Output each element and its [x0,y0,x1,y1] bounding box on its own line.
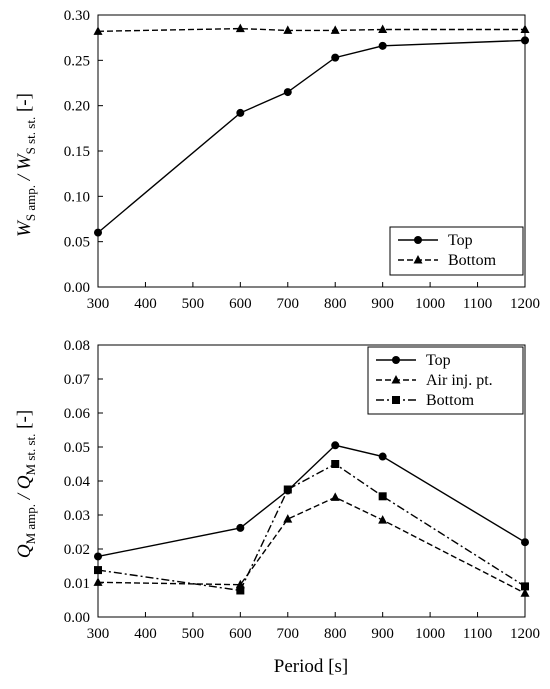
x-tick-label: 1200 [510,296,540,312]
x-tick-label: 500 [182,626,205,642]
legend-marker [391,375,401,384]
series-line [97,444,526,558]
legend-bottom: Top Air inj. pt. Bottom [367,346,524,415]
x-tick-label: 1000 [415,296,445,312]
legend-top: Top Bottom [389,226,524,276]
x-tick-label: 400 [134,626,157,642]
x-tick-label: 500 [182,296,205,312]
legend-label: Bottom [448,252,497,269]
data-point [521,36,529,45]
series-line [97,463,526,592]
x-tick-label: 300 [87,296,110,312]
y-tick-label: 0.03 [64,508,90,524]
chart-bottom-panel: 0.00 0.01 0.02 0.03 0.04 0.05 0.06 0.07 0.08 300… [14,338,540,677]
y-tick-label: 0.20 [64,99,90,115]
series-top [94,36,529,237]
x-tick-label: 1000 [415,626,445,642]
series-bottom [94,460,529,595]
data-point [283,514,293,523]
series-top [94,441,529,561]
series-bottom [93,441,530,597]
axes-top [97,14,526,288]
y-tick-label: 0.00 [64,610,90,626]
x-tick-label: 900 [371,626,394,642]
data-point [94,566,102,575]
legend-label: Bottom [426,392,475,409]
y-tick-label: 0.05 [64,440,90,456]
y-tick-label: 0.10 [64,189,90,205]
y-tick-labels-top: 0.00 0.05 0.10 0.15 0.20 0.25 0.30 [64,8,90,296]
legend-label: Air inj. pt. [426,372,493,389]
y-tick-label: 0.15 [64,144,90,160]
data-point [331,460,340,468]
data-point [378,492,387,501]
x-tick-label: 800 [324,626,347,642]
data-point [236,586,245,595]
data-point [521,582,529,591]
x-tick-label: 800 [324,296,347,312]
chart-top-panel: 0.00 0.05 0.10 0.15 0.20 0.25 0.30 300 400 500 60… [14,8,540,312]
x-tick-labels-bottom: 300 400 500 600 700 800 900 1000 1100 1200 [87,626,540,642]
y-axis-label-top: WS amp. / WS st. st. [-] [14,93,38,237]
y-tick-label: 0.07 [64,372,91,388]
x-axis-label: Period [s] [274,656,348,677]
y-tick-label: 0.04 [64,474,91,490]
y-tick-label: 0.08 [64,338,90,354]
legend-marker [413,255,423,264]
y-tick-label: 0.25 [64,53,90,69]
data-point [520,24,530,34]
x-tick-label: 900 [371,296,394,312]
data-point [521,538,529,547]
x-tick-label: 1100 [463,296,492,312]
x-tick-label: 700 [277,296,300,312]
legend-label: Top [426,352,451,369]
data-point [283,485,292,494]
series-bottom [93,23,530,35]
y-tick-labels-bottom: 0.00 0.01 0.02 0.03 0.04 0.05 0.06 0.07 0.08 [64,338,91,626]
y-tick-label: 0.06 [64,406,91,422]
x-tick-label: 600 [229,626,252,642]
data-point [283,88,292,97]
data-point [283,25,293,34]
legend-box [389,226,524,276]
data-point [378,41,387,50]
x-tick-label: 1200 [510,626,540,642]
series-top [93,23,530,237]
x-tick-label: 600 [229,296,252,312]
y-tick-label: 0.02 [64,542,90,558]
x-tick-label: 700 [277,626,300,642]
data-point [93,26,103,35]
legend-marker [414,236,422,244]
y-tick-label: 0.01 [64,576,90,592]
data-point [378,452,387,461]
x-tick-label: 300 [87,626,110,642]
data-point [236,523,245,532]
x-tick-label: 1100 [463,626,492,642]
legend-marker [392,396,400,404]
data-point [93,577,103,586]
data-point [235,23,245,33]
series-line [97,39,526,234]
y-tick-label: 0.30 [64,8,90,24]
series-line [97,27,525,33]
data-point [94,228,102,237]
data-point [520,588,530,597]
data-point [330,492,340,501]
y-tick-label: 0.05 [64,235,90,251]
series-line [97,496,526,594]
x-tick-label: 400 [134,296,157,312]
data-point [330,25,340,34]
data-point [331,441,340,450]
legend-label: Top [448,232,473,249]
data-point [378,515,388,524]
y-axis-label-bottom: QM amp. / QM st. st. [-] [14,410,38,558]
legend-marker [392,356,400,364]
x-tick-labels-top: 300 400 500 600 700 800 900 1000 1100 1200 [87,296,540,312]
data-point [378,24,388,34]
y-tick-label: 0.00 [64,280,90,296]
data-point [331,53,340,62]
data-point [236,108,245,117]
data-point [94,552,102,561]
